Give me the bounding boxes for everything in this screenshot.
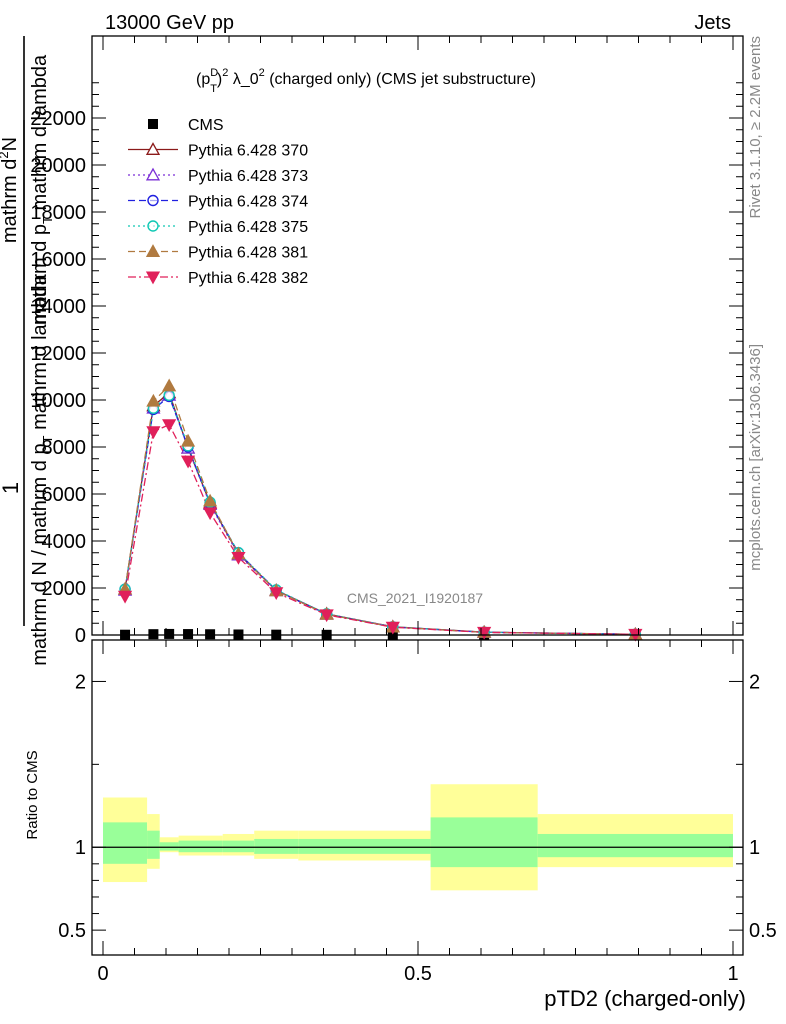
main-ytick-label-6: 12000	[30, 343, 86, 365]
ratio-green-band-2	[159, 842, 179, 851]
series-6-point-7	[319, 609, 334, 623]
ratio-green-band-4	[197, 840, 223, 853]
legend-entry-0: CMS	[148, 117, 224, 134]
ratio-ytick-label-right-0: 0.5	[749, 920, 777, 942]
ratio-green-band-3	[178, 840, 198, 853]
legend-marker-4	[147, 220, 159, 232]
main-ytick-label-5: 10000	[30, 390, 86, 412]
ylabel-numerator-two: mathrm d2N	[0, 137, 21, 243]
series-line-6	[124, 423, 636, 635]
series-5-point-1	[146, 393, 161, 407]
ratio-panel	[92, 784, 743, 891]
series-6-point-8	[385, 621, 400, 635]
main-ytick-label-3: 6000	[42, 484, 87, 506]
main-ylabel: 1 mathrm d N / mathrm d pT mathrm d lamb…	[0, 36, 55, 666]
ratio-green-band-5	[222, 840, 255, 853]
ylabel-denominator-two: mathrm d pT mathrm d lambda	[29, 54, 55, 325]
tick-labels: 0 2000 4000 6000 8000 10000 12000 14000 16000 180…	[30, 108, 776, 985]
main-ytick-label-1: 2000	[42, 578, 87, 600]
ratio-green-band-7	[298, 838, 355, 854]
main-ytick-label-9: 18000	[30, 202, 86, 224]
ratio-green-band-6	[254, 838, 299, 854]
main-ytick-label-7: 14000	[30, 296, 86, 318]
ratio-ytick-label-right-2: 2	[749, 671, 760, 693]
ratio-ytick-label-1: 1	[75, 837, 86, 859]
ratio-xtick-label-1: 0.5	[404, 963, 432, 985]
legend-marker-5	[145, 244, 161, 257]
xlabel: pTD2 (charged-only)	[544, 986, 746, 1011]
rivet-version-label: Rivet 3.1.10, ≥ 2.2M events	[747, 36, 764, 219]
ratio-green-band-1	[147, 830, 160, 859]
series-4-point-2	[163, 389, 175, 401]
legend-label-4: Pythia 6.428 375	[188, 219, 308, 236]
main-ytick-label-11: 22000	[30, 108, 86, 130]
header-right: Jets	[694, 12, 731, 34]
legend-marker-cms	[148, 119, 158, 129]
cms-data-point-3	[183, 629, 194, 640]
series-6-point-1	[146, 426, 161, 440]
mcplots-label: mcplots.cern.ch [arXiv:1306.3436]	[747, 344, 764, 571]
legend-label-2: Pythia 6.428 373	[188, 168, 308, 185]
legend-entry-1: Pythia 6.428 370	[128, 142, 308, 160]
ratio-ytick-label-right-1: 1	[749, 837, 760, 859]
legend-entry-3: Pythia 6.428 374	[128, 194, 308, 211]
cms-data-point-4	[205, 629, 216, 640]
chart-title: (pD T)2 λ_02 (charged only) (CMS jet subs…	[196, 67, 536, 95]
series-6-point-6	[269, 587, 284, 601]
legend-entry-2: Pythia 6.428 373	[128, 167, 308, 185]
legend: CMS Pythia 6.428 370 Pythia 6.428 373 Pythi…	[128, 117, 308, 287]
main-ytick-label-0: 0	[75, 625, 86, 647]
main-ytick-label-8: 16000	[30, 249, 86, 271]
legend-label-1: Pythia 6.428 370	[188, 143, 308, 160]
legend-marker-6	[145, 271, 161, 285]
ratio-ylabel: Ratio to CMS	[24, 750, 41, 839]
main-ytick-label-2: 4000	[42, 531, 87, 553]
legend-label-3: Pythia 6.428 374	[188, 194, 308, 211]
legend-marker-3	[147, 194, 159, 207]
cms-data-point-1	[148, 629, 159, 640]
series-5-point-3	[180, 433, 196, 447]
ratio-xtick-label-0: 0	[97, 963, 108, 985]
legend-marker-1	[145, 142, 161, 155]
ratio-green-band-10	[537, 833, 733, 858]
analysis-watermark: CMS_2021_I1920187	[347, 590, 483, 606]
series-6-point-0	[117, 590, 133, 604]
legend-label-6: Pythia 6.428 382	[188, 270, 308, 287]
main-ytick-label-4: 8000	[42, 437, 87, 459]
axes	[91, 35, 744, 956]
legend-marker-2	[145, 167, 161, 181]
ylabel-numerator-one: 1	[0, 482, 23, 494]
ratio-green-band-0	[103, 822, 148, 864]
ratio-green-band-8	[355, 838, 431, 854]
legend-label-0: CMS	[188, 117, 224, 134]
ratio-green-band-9	[430, 817, 538, 868]
series-6-point-5	[231, 552, 246, 565]
legend-entry-6: Pythia 6.428 382	[128, 270, 308, 287]
main-ytick-label-10: 20000	[30, 155, 86, 177]
legend-entry-4: Pythia 6.428 375	[128, 219, 308, 236]
series-5-point-4	[202, 493, 218, 507]
ratio-xtick-label-2: 1	[727, 963, 738, 985]
legend-entry-5: Pythia 6.428 381	[128, 244, 308, 262]
cms-data-point-2	[164, 628, 175, 639]
legend-label-5: Pythia 6.428 381	[188, 245, 308, 262]
series-6-point-2	[162, 419, 177, 433]
header-left: 13000 GeV pp	[105, 12, 234, 34]
series-5-point-2	[162, 378, 177, 392]
ratio-ytick-label-2: 2	[75, 671, 86, 693]
ratio-ytick-label-0: 0.5	[58, 920, 86, 942]
series-6-point-3	[180, 455, 196, 469]
ylabel-denominator-one: mathrm d N / mathrm d pT mathrm d lambda	[29, 273, 55, 665]
ratio-frame	[91, 639, 744, 956]
series-6-point-4	[202, 507, 218, 521]
